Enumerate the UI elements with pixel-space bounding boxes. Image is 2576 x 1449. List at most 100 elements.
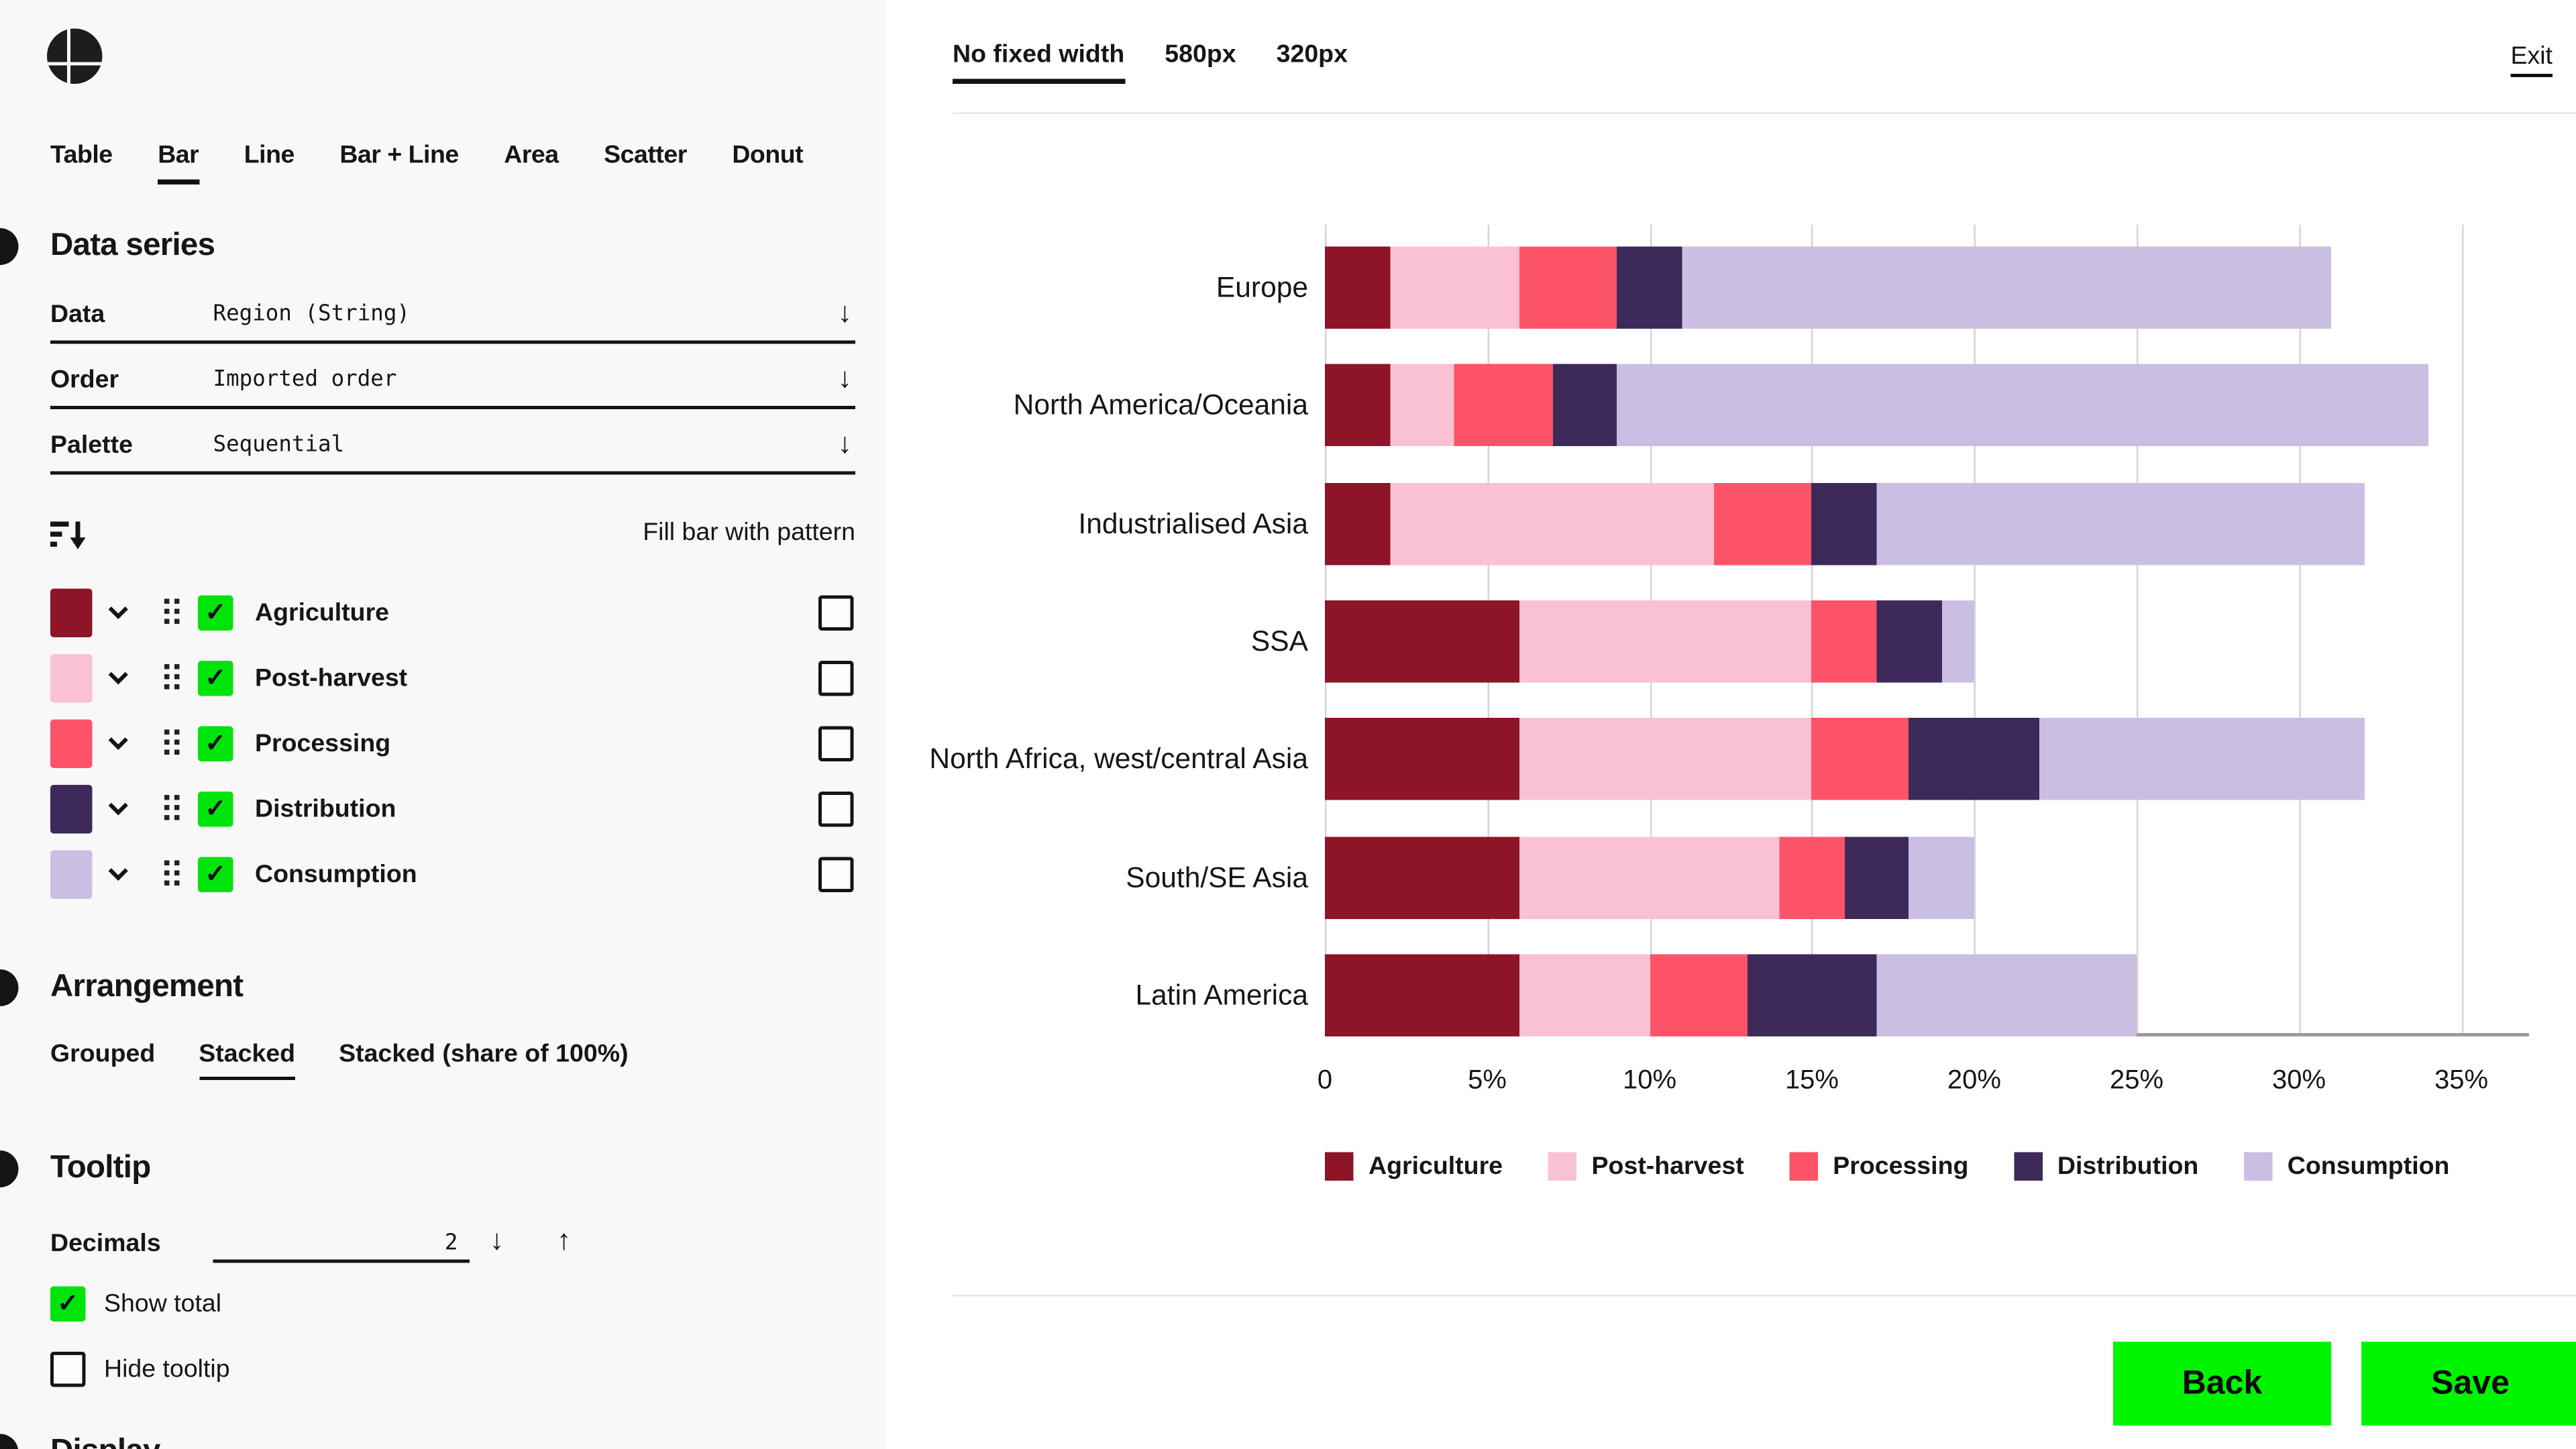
series-visible-checkbox[interactable]: ✓ bbox=[198, 792, 233, 827]
bar-segment-processing[interactable] bbox=[1714, 482, 1812, 565]
save-button[interactable]: Save bbox=[2361, 1342, 2576, 1426]
bar-segment-post-harvest[interactable] bbox=[1519, 953, 1650, 1036]
series-color-swatch[interactable] bbox=[50, 654, 93, 703]
series-color-swatch[interactable] bbox=[50, 850, 93, 899]
tab-bar-line[interactable]: Bar + Line bbox=[339, 141, 459, 170]
stacked-bar-chart bbox=[1325, 225, 2529, 1036]
arrangement-option-stacked[interactable]: Stacked bbox=[199, 1040, 296, 1080]
drag-handle-icon[interactable] bbox=[164, 664, 170, 669]
bar-segment-distribution[interactable] bbox=[1617, 246, 1682, 329]
bar-segment-consumption[interactable] bbox=[1909, 836, 1974, 918]
bar-segment-agriculture[interactable] bbox=[1325, 364, 1390, 447]
logo-horizontal-line bbox=[47, 62, 103, 66]
arrangement-option-stacked-share-of-100[interactable]: Stacked (share of 100%) bbox=[339, 1040, 629, 1069]
bar-segment-consumption[interactable] bbox=[1876, 482, 2364, 565]
dropdown-arrow-icon[interactable]: ↓ bbox=[837, 362, 852, 394]
bar-segment-agriculture[interactable] bbox=[1325, 600, 1520, 683]
tab-line[interactable]: Line bbox=[244, 141, 295, 170]
legend-label: Post-harvest bbox=[1591, 1152, 1744, 1181]
drag-handle-icon[interactable] bbox=[164, 729, 170, 735]
show-total-checkbox[interactable]: ✓ bbox=[50, 1286, 86, 1322]
bar-segment-post-harvest[interactable] bbox=[1389, 482, 1715, 565]
data-dropdown[interactable]: Data Region (String) ↓ bbox=[50, 295, 855, 344]
bar-segment-processing[interactable] bbox=[1811, 718, 1910, 800]
bar-segment-post-harvest[interactable] bbox=[1389, 246, 1520, 329]
chevron-down-icon[interactable] bbox=[107, 737, 129, 752]
dropdown-arrow-icon[interactable]: ↓ bbox=[837, 427, 852, 460]
hide-tooltip-checkbox[interactable] bbox=[50, 1352, 86, 1387]
decimals-decrease-arrow-icon[interactable]: ↓ bbox=[490, 1224, 504, 1256]
bar-segment-distribution[interactable] bbox=[1844, 836, 1910, 918]
bar-segment-agriculture[interactable] bbox=[1325, 246, 1390, 329]
bar-segment-agriculture[interactable] bbox=[1325, 482, 1390, 565]
fill-pattern-checkbox[interactable] bbox=[818, 726, 854, 761]
tab-bar[interactable]: Bar bbox=[158, 141, 199, 184]
bar-segment-distribution[interactable] bbox=[1811, 482, 1877, 565]
bar-segment-processing[interactable] bbox=[1779, 836, 1845, 918]
bar-segment-consumption[interactable] bbox=[1682, 246, 2332, 329]
bar-segment-consumption[interactable] bbox=[1617, 364, 2429, 447]
series-visible-checkbox[interactable]: ✓ bbox=[198, 857, 233, 892]
bar-segment-distribution[interactable] bbox=[1552, 364, 1617, 447]
series-visible-checkbox[interactable]: ✓ bbox=[198, 595, 233, 631]
legend-label: Processing bbox=[1833, 1152, 1969, 1181]
order-dropdown[interactable]: Order Imported order ↓ bbox=[50, 361, 855, 409]
bar-row-north-america-oceania bbox=[1325, 364, 2429, 447]
series-visible-checkbox[interactable]: ✓ bbox=[198, 661, 233, 696]
bar-segment-post-harvest[interactable] bbox=[1519, 600, 1812, 683]
tab-scatter[interactable]: Scatter bbox=[604, 141, 687, 170]
bar-segment-processing[interactable] bbox=[1811, 600, 1877, 683]
bar-segment-agriculture[interactable] bbox=[1325, 836, 1520, 918]
exit-link[interactable]: Exit bbox=[2510, 42, 2553, 77]
category-label: Industrialised Asia bbox=[1078, 507, 1308, 539]
bar-segment-post-harvest[interactable] bbox=[1519, 836, 1780, 918]
chevron-down-icon[interactable] bbox=[107, 671, 129, 686]
gridline bbox=[2461, 225, 2463, 1033]
width-option-580px[interactable]: 580px bbox=[1165, 40, 1236, 69]
decimals-increase-arrow-icon[interactable]: ↑ bbox=[557, 1224, 572, 1256]
chevron-down-icon[interactable] bbox=[107, 802, 129, 817]
tab-table[interactable]: Table bbox=[50, 141, 113, 170]
series-visible-checkbox[interactable]: ✓ bbox=[198, 726, 233, 761]
arrangement-option-grouped[interactable]: Grouped bbox=[50, 1040, 156, 1069]
sort-series-icon[interactable] bbox=[50, 520, 89, 562]
bar-segment-processing[interactable] bbox=[1649, 953, 1748, 1036]
bar-segment-post-harvest[interactable] bbox=[1389, 364, 1455, 447]
width-option-no-fixed-width[interactable]: No fixed width bbox=[953, 40, 1125, 84]
decimals-input[interactable]: 2 bbox=[213, 1224, 470, 1263]
bar-segment-processing[interactable] bbox=[1519, 246, 1617, 329]
fill-pattern-checkbox[interactable] bbox=[818, 661, 854, 696]
back-button[interactable]: Back bbox=[2113, 1342, 2331, 1426]
section-bullet-icon bbox=[0, 969, 19, 1006]
chevron-down-icon[interactable] bbox=[107, 867, 129, 883]
chevron-down-icon[interactable] bbox=[107, 606, 129, 621]
fill-pattern-checkbox[interactable] bbox=[818, 857, 854, 892]
display-heading: Display bbox=[50, 1434, 160, 1449]
bar-segment-distribution[interactable] bbox=[1747, 953, 1877, 1036]
tab-donut[interactable]: Donut bbox=[732, 141, 804, 170]
bar-segment-agriculture[interactable] bbox=[1325, 718, 1520, 800]
fill-pattern-checkbox[interactable] bbox=[818, 595, 854, 631]
width-option-320px[interactable]: 320px bbox=[1276, 40, 1348, 69]
palette-dropdown[interactable]: Palette Sequential ↓ bbox=[50, 426, 855, 475]
drag-handle-icon[interactable] bbox=[164, 598, 170, 604]
bar-segment-processing[interactable] bbox=[1454, 364, 1552, 447]
bar-segment-distribution[interactable] bbox=[1876, 600, 1942, 683]
bar-segment-distribution[interactable] bbox=[1909, 718, 2039, 800]
bar-segment-consumption[interactable] bbox=[1876, 953, 2137, 1036]
fill-pattern-checkbox[interactable] bbox=[818, 792, 854, 827]
series-color-swatch[interactable] bbox=[50, 588, 93, 637]
series-color-swatch[interactable] bbox=[50, 785, 93, 834]
bar-segment-post-harvest[interactable] bbox=[1519, 718, 1812, 800]
gridline bbox=[2137, 225, 2139, 1033]
dropdown-arrow-icon[interactable]: ↓ bbox=[837, 297, 852, 329]
tab-area[interactable]: Area bbox=[504, 141, 559, 170]
app-logo-quadrant-circle-icon[interactable] bbox=[47, 28, 103, 84]
drag-handle-icon[interactable] bbox=[164, 795, 170, 800]
section-data-series: Data series bbox=[0, 228, 215, 265]
series-color-swatch[interactable] bbox=[50, 719, 93, 768]
bar-segment-consumption[interactable] bbox=[2039, 718, 2364, 800]
bar-segment-consumption[interactable] bbox=[1941, 600, 1974, 683]
drag-handle-icon[interactable] bbox=[164, 860, 170, 865]
bar-segment-agriculture[interactable] bbox=[1325, 953, 1520, 1036]
